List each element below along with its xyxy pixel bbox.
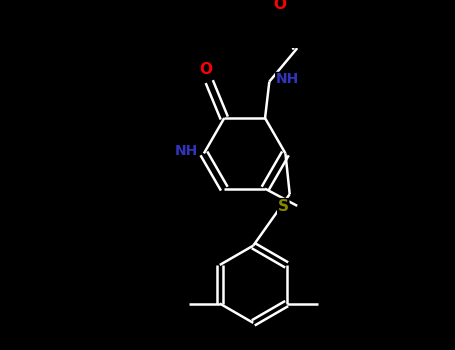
Text: S: S bbox=[278, 199, 289, 214]
Text: O: O bbox=[273, 0, 287, 12]
Text: NH: NH bbox=[276, 72, 299, 86]
Text: O: O bbox=[199, 62, 212, 77]
Text: NH: NH bbox=[174, 144, 197, 158]
